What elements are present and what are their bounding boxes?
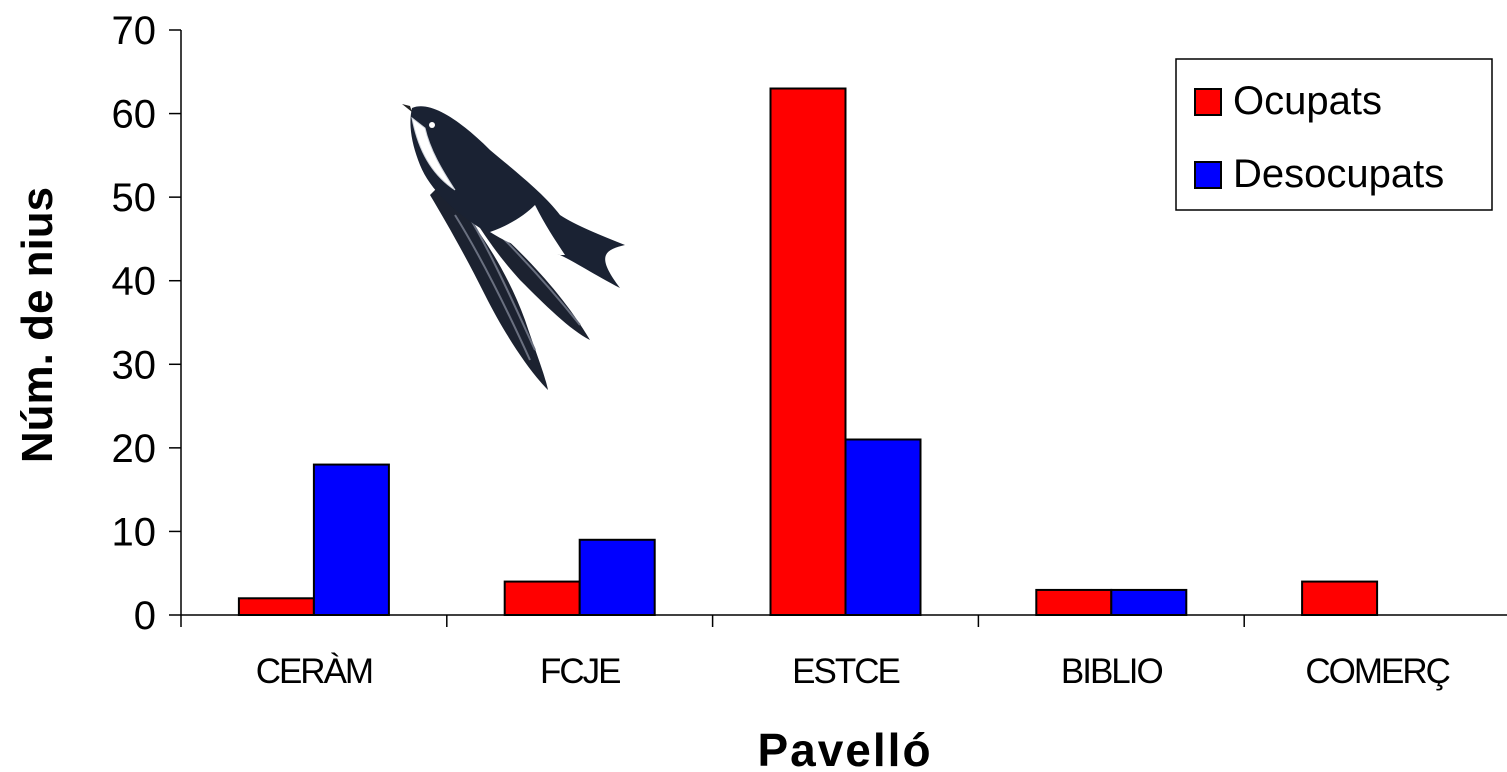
- x-tick-label: COMERÇ: [1305, 652, 1449, 691]
- y-tick-label: 20: [112, 427, 157, 471]
- legend-box: [1175, 58, 1493, 211]
- bar-ocupats-2: [503, 580, 581, 616]
- y-tick-label: 50: [112, 176, 157, 220]
- bar-ocupats-5: [1301, 580, 1379, 616]
- labels-group: 0 10 20 30 40 50 60 70 CERÀM FCJE ESTCE BIBLIO COMER…: [112, 9, 1452, 691]
- y-tick-label: 60: [112, 93, 157, 137]
- bar-ocupats-3: [769, 87, 847, 616]
- bar-ocupats-4: [1035, 588, 1113, 617]
- x-tick-label: CERÀM: [256, 652, 372, 691]
- legend-label-ocupats: Ocupats: [1233, 79, 1382, 123]
- x-axis-title: Pavelló: [757, 724, 932, 772]
- x-tick-label: BIBLIO: [1061, 652, 1163, 691]
- y-tick-label: 70: [112, 9, 157, 53]
- bird-illustration: [402, 104, 625, 390]
- y-tick-label: 10: [112, 510, 157, 554]
- bar-desocupats-1: [312, 463, 390, 617]
- bars-group: [237, 87, 1379, 617]
- y-tick-label: 40: [112, 260, 157, 304]
- bar-desocupats-2: [578, 538, 656, 616]
- legend: Ocupats Desocupats: [1175, 58, 1493, 211]
- x-tick-label: FCJE: [540, 652, 620, 691]
- bar-desocupats-4: [1110, 588, 1188, 617]
- y-tick-label: 0: [134, 594, 156, 638]
- bar-ocupats-1: [237, 597, 315, 616]
- x-tick-label: ESTCE: [792, 652, 899, 691]
- legend-swatch-ocupats: [1194, 88, 1222, 116]
- bird-wing-icon: [430, 185, 548, 390]
- legend-swatch-desocupats: [1194, 161, 1222, 189]
- y-tick-label: 30: [112, 343, 157, 387]
- bar-desocupats-3: [844, 438, 922, 616]
- y-axis-title: Núm. de nius: [13, 187, 62, 463]
- legend-label-desocupats: Desocupats: [1233, 152, 1444, 196]
